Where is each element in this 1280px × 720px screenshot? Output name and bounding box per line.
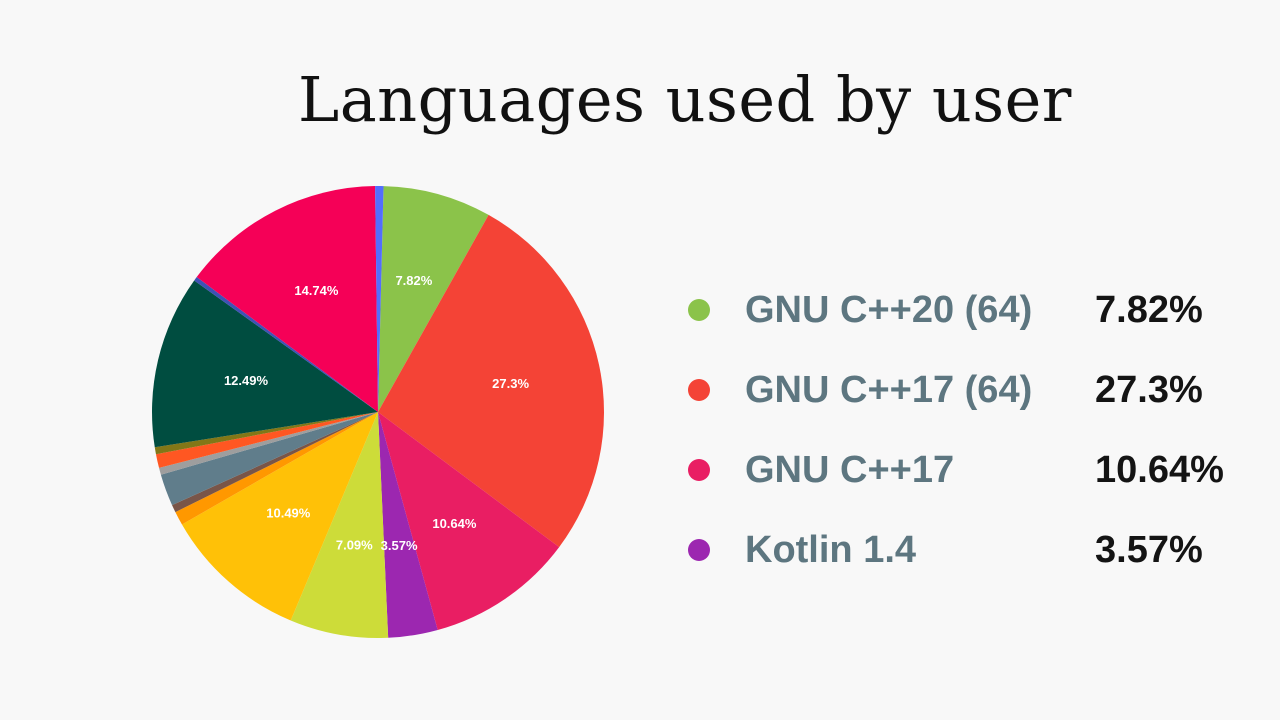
pie-slice[interactable] bbox=[155, 412, 378, 468]
pie-labels: 7.82% 27.3% 10.64% 3.57% 7.09% 10.49% 12.49% 14… bbox=[224, 273, 530, 553]
slice-label: 27.3% bbox=[492, 376, 529, 391]
legend-label: GNU C++17 (64) bbox=[745, 368, 1033, 411]
pie-slice[interactable] bbox=[378, 186, 489, 412]
pie-slice[interactable] bbox=[159, 412, 378, 475]
pie-slice[interactable] bbox=[154, 412, 378, 455]
pie-slice[interactable] bbox=[194, 277, 378, 412]
legend-dot-icon bbox=[688, 299, 710, 321]
legend: GNU C++20 (64) 7.82% GNU C++17 (64) 27.3… bbox=[688, 270, 1258, 590]
legend-value: 7.82% bbox=[1095, 288, 1203, 331]
pie-slice[interactable] bbox=[378, 412, 560, 630]
pie-slice[interactable] bbox=[152, 280, 378, 448]
pie-slice[interactable] bbox=[375, 186, 384, 412]
pie-slice[interactable] bbox=[196, 186, 378, 412]
slice-label: 12.49% bbox=[224, 373, 269, 388]
legend-item[interactable]: Kotlin 1.4 3.57% bbox=[688, 510, 1258, 590]
legend-value: 27.3% bbox=[1095, 368, 1203, 411]
legend-value: 3.57% bbox=[1095, 528, 1203, 571]
pie-slice[interactable] bbox=[378, 214, 604, 548]
pie-slice[interactable] bbox=[160, 412, 378, 506]
slice-label: 7.82% bbox=[395, 273, 432, 288]
slice-label: 10.64% bbox=[432, 516, 477, 531]
slice-label: 14.74% bbox=[294, 283, 339, 298]
legend-item[interactable]: GNU C++17 (64) 27.3% bbox=[688, 350, 1258, 430]
legend-label: Kotlin 1.4 bbox=[745, 528, 917, 571]
pie-slices bbox=[152, 186, 604, 638]
legend-dot-icon bbox=[688, 539, 710, 561]
slice-label: 10.49% bbox=[266, 506, 311, 521]
chart-title: Languages used by user bbox=[298, 63, 1072, 136]
legend-value: 10.64% bbox=[1095, 448, 1224, 491]
legend-dot-icon bbox=[688, 459, 710, 481]
legend-item[interactable]: GNU C++17 10.64% bbox=[688, 430, 1258, 510]
legend-item[interactable]: GNU C++20 (64) 7.82% bbox=[688, 270, 1258, 350]
slice-label: 3.57% bbox=[381, 538, 418, 553]
pie-slice[interactable] bbox=[172, 412, 378, 513]
legend-dot-icon bbox=[688, 379, 710, 401]
pie-slice[interactable] bbox=[378, 412, 438, 638]
pie-slice[interactable] bbox=[181, 412, 378, 621]
legend-label: GNU C++20 (64) bbox=[745, 288, 1033, 331]
legend-label: GNU C++17 bbox=[745, 448, 955, 491]
slice-label: 7.09% bbox=[336, 538, 373, 553]
pie-slice[interactable] bbox=[290, 412, 389, 638]
pie-slice[interactable] bbox=[175, 412, 378, 525]
